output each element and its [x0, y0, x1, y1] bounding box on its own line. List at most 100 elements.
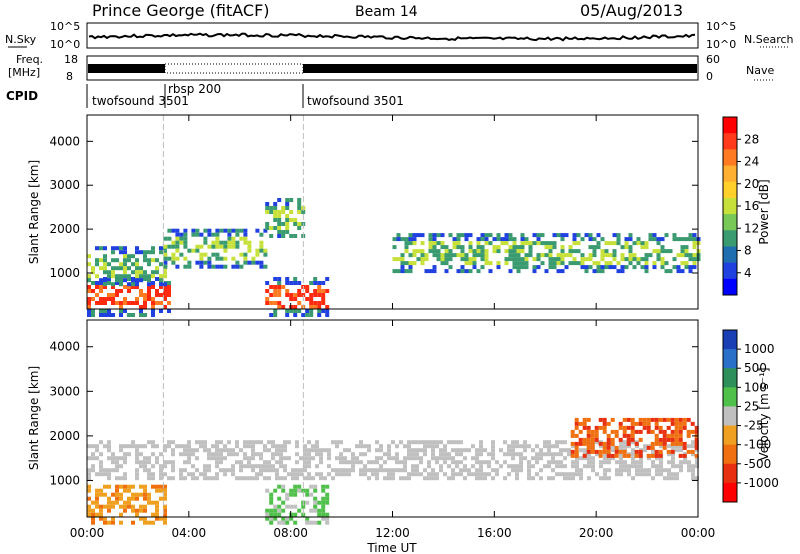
velocity-cell [387, 472, 391, 477]
power-cell [460, 253, 465, 258]
velocity-cell [551, 452, 555, 457]
velocity-cell [127, 484, 131, 489]
power-cell [215, 252, 220, 257]
velocity-cell [598, 417, 603, 422]
power-cell [484, 241, 489, 246]
velocity-cell [631, 464, 635, 469]
velocity-cell [363, 468, 367, 473]
velocity-cell [463, 448, 467, 453]
velocity-cell [297, 484, 302, 489]
power-cell [552, 265, 557, 270]
velocity-cell [603, 452, 607, 457]
velocity-cell [115, 476, 119, 481]
power-cell [692, 237, 697, 242]
velocity-cell [139, 452, 143, 457]
velocity-cell [650, 445, 655, 450]
velocity-cell [447, 440, 451, 445]
power-cell [103, 266, 107, 271]
power-cell [692, 233, 697, 238]
velocity-cell [187, 456, 191, 461]
power-cell [404, 241, 409, 246]
power-cell [281, 230, 286, 234]
power-cell [412, 241, 417, 246]
velocity-cell [618, 425, 623, 430]
power-cell [107, 274, 111, 279]
x-tick-label-5: 20:00 [579, 526, 614, 540]
velocity-cell [618, 437, 623, 442]
power-cell [532, 241, 537, 246]
power-cell [277, 289, 282, 293]
power-cell [305, 297, 310, 301]
velocity-cell [674, 437, 679, 442]
velocity-cell [265, 516, 270, 521]
velocity-cell [635, 444, 639, 449]
power-cell [680, 261, 685, 266]
x-axis-label: Time UT [366, 541, 417, 554]
velocity-cell [313, 500, 318, 505]
velocity-cell [255, 472, 259, 477]
velocity-cell [187, 448, 191, 453]
velocity-cell [591, 468, 595, 473]
velocity-cell [631, 440, 635, 445]
power-cell [309, 297, 314, 301]
velocity-cell [303, 452, 307, 457]
velocity-cell [435, 444, 439, 449]
power-cell [255, 260, 260, 265]
power-cell [520, 261, 525, 266]
power-cell [281, 206, 286, 210]
velocity-cell [463, 468, 467, 473]
velocity-cell [103, 484, 107, 489]
velocity-cell [367, 460, 371, 465]
velocity-cell [273, 504, 278, 509]
power-cell [528, 245, 533, 250]
velocity-cell [103, 468, 107, 473]
velocity-cell [135, 444, 139, 449]
power-cell [652, 233, 657, 238]
velocity-cell [630, 417, 635, 422]
velocity-cell [395, 460, 399, 465]
velocity-cell [239, 464, 243, 469]
velocity-cell [293, 512, 298, 517]
power-cell [548, 241, 553, 246]
velocity-cell [447, 476, 451, 481]
power-cell [468, 269, 473, 274]
velocity-cell [619, 444, 623, 449]
velocity-cell [195, 448, 199, 453]
velocity-cell [574, 417, 579, 422]
velocity-cell [582, 441, 587, 446]
velocity-cell [107, 504, 111, 509]
power-cell [247, 248, 252, 253]
power-cell [440, 257, 445, 262]
power-cell [584, 257, 589, 262]
power-cell [143, 277, 147, 281]
velocity-cell [303, 456, 307, 461]
velocity-cell [327, 472, 331, 477]
velocity-cell [115, 496, 119, 501]
velocity-cell [115, 492, 119, 497]
power-cell [656, 253, 661, 258]
power-colorbar-swatch-5 [723, 197, 737, 215]
power-cell [107, 313, 111, 317]
power-cell [544, 269, 549, 274]
power-cell [321, 281, 326, 285]
velocity-cell [602, 417, 607, 422]
velocity-cell [263, 468, 267, 473]
power-colorbar-swatch-6 [723, 214, 737, 231]
velocity-cell [103, 492, 107, 497]
velocity-cell [307, 476, 311, 481]
power-cell [436, 257, 441, 262]
power-cell [155, 266, 159, 271]
power-cell [317, 281, 322, 285]
power-cell [95, 262, 99, 267]
velocity-cell [614, 449, 619, 454]
power-cell [203, 236, 208, 241]
velocity-cell [155, 500, 159, 505]
velocity-cell [281, 488, 286, 493]
power-colorbar-swatch-10 [723, 278, 737, 296]
velocity-cell [131, 508, 135, 513]
power-cell [159, 250, 163, 255]
power-cell [235, 244, 240, 249]
velocity-cell [259, 456, 263, 461]
power-cell [620, 245, 625, 250]
velocity-cell [650, 441, 655, 446]
